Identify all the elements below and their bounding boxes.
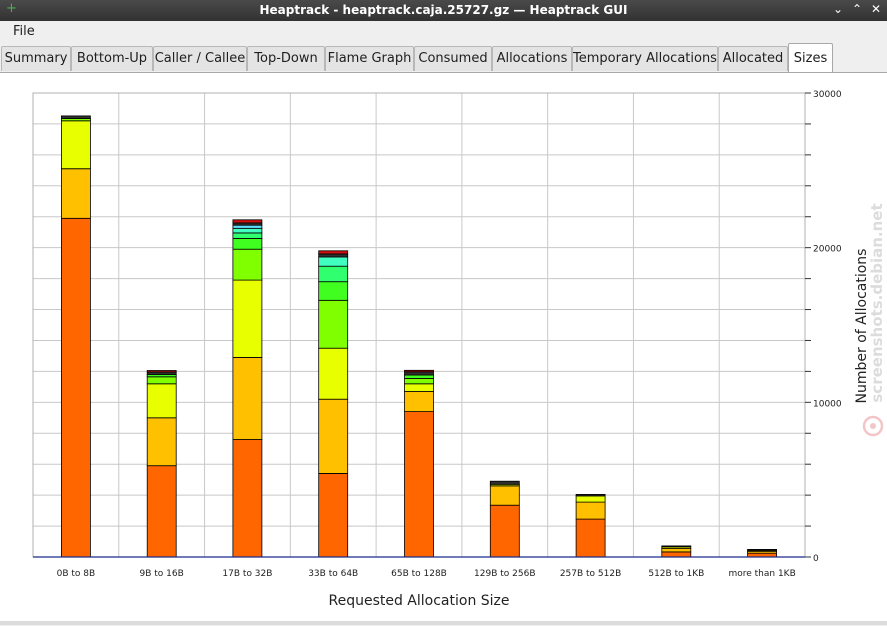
bar-segment <box>661 547 692 553</box>
bar-segment <box>404 374 434 379</box>
sizes-chart: 0B to 8B 9B to 16B 17B to 32B 33B to 64B 65B… <box>32 90 886 609</box>
bar-segment <box>232 237 263 250</box>
bar-segment <box>146 376 177 385</box>
close-icon[interactable]: ✕ <box>871 2 882 16</box>
maximize-icon[interactable]: ⌃ <box>852 2 863 16</box>
bar-segment <box>318 347 349 400</box>
y-tick-label: 0 <box>813 554 819 564</box>
bar-segment <box>661 551 692 558</box>
bar-segment <box>61 115 91 119</box>
bar-segment <box>146 370 177 373</box>
tab-caller-callee[interactable]: Caller / Callee <box>153 46 247 71</box>
tab-summary[interactable]: Summary <box>1 46 71 71</box>
bar-segment <box>575 493 606 497</box>
bar-segment <box>404 411 434 558</box>
y-tick-label: 30000 <box>813 90 842 100</box>
bar-segment <box>404 383 434 392</box>
bar-segment <box>318 281 349 301</box>
tab-sizes[interactable]: Sizes <box>788 43 833 72</box>
bar-segment <box>404 391 434 413</box>
menu-file[interactable]: File <box>13 24 35 39</box>
bar-segment <box>232 439 263 558</box>
y-tick-label: 20000 <box>813 245 842 255</box>
bar-segment <box>232 248 263 281</box>
bar-segment <box>232 219 263 224</box>
bar-segment <box>146 465 177 558</box>
tab-bar: Summary Bottom-Up Caller / Callee Top-Do… <box>0 43 887 72</box>
x-tick-label: 257B to 512B <box>560 569 621 579</box>
bar-segment <box>232 224 263 229</box>
x-tick-label: 9B to 16B <box>140 569 184 579</box>
bar-segment <box>232 232 263 239</box>
bar-segment <box>661 545 692 548</box>
tab-consumed[interactable]: Consumed <box>414 46 492 71</box>
bar-segment <box>146 417 177 467</box>
title-bar: + Heaptrack - heaptrack.caja.25727.gz — … <box>0 0 887 21</box>
bar-segment <box>146 383 177 419</box>
x-tick-label: 0B to 8B <box>57 569 96 579</box>
pin-icon[interactable]: + <box>6 1 17 16</box>
x-tick-label: more than 1KB <box>728 569 795 579</box>
bar-segment <box>232 279 263 358</box>
bar-segment <box>318 299 349 349</box>
bar-segment <box>318 253 349 258</box>
bar-segment <box>318 473 349 558</box>
tab-allocations[interactable]: Allocations <box>492 46 572 71</box>
x-axis-label: Requested Allocation Size <box>328 593 509 609</box>
tab-temporary-allocations[interactable]: Temporary Allocations <box>572 46 718 71</box>
bar-segment <box>404 377 434 385</box>
tab-allocated[interactable]: Allocated <box>718 46 788 71</box>
bar-segment <box>747 549 777 551</box>
bar-segment <box>489 504 520 558</box>
watermark-logo-icon <box>862 415 884 437</box>
bar-segment <box>489 480 520 485</box>
bar-segment <box>318 265 349 283</box>
window-title: Heaptrack - heaptrack.caja.25727.gz — He… <box>259 3 628 17</box>
bar-segment <box>232 227 263 234</box>
bar-segment <box>318 250 349 255</box>
tab-flame-graph[interactable]: Flame Graph <box>325 46 414 71</box>
bar-segment <box>61 168 91 219</box>
bar-segment <box>404 369 434 373</box>
y-tick-label: 10000 <box>813 399 842 409</box>
status-strip <box>0 621 887 625</box>
tab-top-down[interactable]: Top-Down <box>247 46 325 71</box>
x-tick-label: 512B to 1KB <box>648 569 704 579</box>
minimize-icon[interactable]: ⌄ <box>833 2 844 16</box>
y-axis-label: Number of Allocations <box>854 249 870 404</box>
x-tick-label: 129B to 256B <box>474 569 535 579</box>
bar-segment <box>575 495 606 503</box>
chart-panel: 0B to 8B 9B to 16B 17B to 32B 33B to 64B 65B… <box>0 72 887 622</box>
x-tick-label: 17B to 32B <box>222 569 272 579</box>
bar-segment <box>318 256 349 267</box>
bar-segment <box>232 357 263 440</box>
bar-segment <box>404 371 434 376</box>
bar-segment <box>318 398 349 474</box>
bar-segment <box>489 485 520 506</box>
tab-bottom-up[interactable]: Bottom-Up <box>71 46 153 71</box>
bar-segment <box>575 501 606 520</box>
x-tick-label: 33B to 64B <box>308 569 358 579</box>
x-tick-label: 65B to 128B <box>391 569 447 579</box>
bar-segment <box>61 217 91 558</box>
bar-segment <box>575 518 606 558</box>
menu-bar: File <box>0 21 887 43</box>
watermark-text: screenshots.debian.net <box>868 203 886 402</box>
bar-segment <box>61 120 91 170</box>
